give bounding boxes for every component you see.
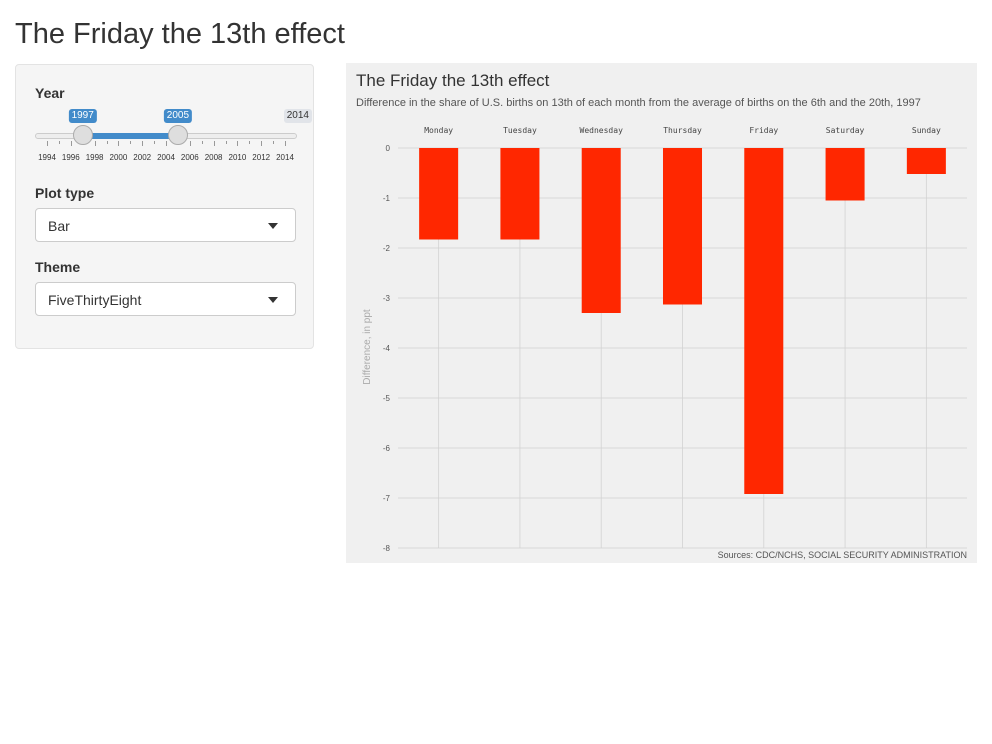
theme-value: FiveThirtyEight xyxy=(48,292,142,308)
chevron-down-icon xyxy=(268,223,278,229)
slider-tick xyxy=(142,141,144,146)
slider-tick xyxy=(130,141,132,144)
x-tick-label: Tuesday xyxy=(503,126,537,135)
plot-type-select[interactable]: Bar xyxy=(35,208,296,242)
chart-caption: Sources: CDC/NCHS, SOCIAL SECURITY ADMIN… xyxy=(718,550,967,560)
slider-tick-label: 1994 xyxy=(38,153,56,162)
slider-tick-label: 1998 xyxy=(85,153,104,162)
y-tick-label: -8 xyxy=(383,544,391,553)
bar-monday xyxy=(419,148,459,240)
bar-sunday xyxy=(906,148,946,174)
chart-title: The Friday the 13th effect xyxy=(356,71,550,90)
slider-tick xyxy=(213,141,215,146)
slider-handle-to[interactable] xyxy=(167,125,188,145)
x-tick-label: Thursday xyxy=(663,126,702,135)
slider-tick-label: 2008 xyxy=(204,153,223,162)
slider-tick-label: 2002 xyxy=(133,153,152,162)
slider-tick xyxy=(237,141,239,146)
bar-thursday xyxy=(662,148,703,305)
slider-tick xyxy=(47,141,48,146)
slider-to-label: 2005 xyxy=(163,109,193,123)
y-tick-label: -4 xyxy=(383,344,391,353)
chevron-down-icon xyxy=(268,297,278,303)
slider-tick xyxy=(166,141,167,146)
y-axis-label: Difference, in ppt xyxy=(362,309,373,385)
slider-tick-label: 2012 xyxy=(252,153,271,162)
slider-tick xyxy=(154,141,156,144)
theme-select[interactable]: FiveThirtyEight xyxy=(35,282,296,316)
year-label: Year xyxy=(35,85,65,101)
page-title: The Friday the 13th effect xyxy=(15,18,345,50)
chart-bars xyxy=(419,148,946,494)
slider-from-label: 1997 xyxy=(68,109,97,123)
y-tick-label: -6 xyxy=(383,444,391,453)
plot-type-value: Bar xyxy=(48,218,70,234)
slider-tick xyxy=(189,141,191,146)
bar-friday xyxy=(744,148,784,494)
slider-tick xyxy=(249,141,251,144)
bar-saturday xyxy=(825,148,865,201)
slider-tick xyxy=(58,141,60,144)
slider-tick-label: 1996 xyxy=(61,153,80,162)
bar-wednesday xyxy=(581,148,621,313)
plot-output: The Friday the 13th effect Difference in… xyxy=(346,63,977,563)
x-tick-label: Friday xyxy=(749,126,778,135)
y-tick-label: -1 xyxy=(383,194,391,203)
slider-tick xyxy=(261,141,263,146)
bar-tuesday xyxy=(500,148,540,240)
plot-type-label: Plot type xyxy=(35,185,95,201)
x-tick-label: Saturday xyxy=(826,126,865,135)
slider-handle-from[interactable] xyxy=(72,125,93,145)
theme-label: Theme xyxy=(35,259,81,275)
year-range-slider[interactable]: 2014 1997 2005 1994 1996 1998 2000 2002 2004 2… xyxy=(35,105,312,165)
slider-tick-label: 2000 xyxy=(109,153,128,162)
y-tick-label: 0 xyxy=(386,144,391,153)
slider-selected-range xyxy=(82,133,178,139)
y-tick-label: -5 xyxy=(383,394,391,403)
bar-chart: The Friday the 13th effect Difference in… xyxy=(356,71,967,560)
x-tick-label: Monday xyxy=(424,126,453,135)
slider-tick xyxy=(225,141,227,144)
y-tick-label: -7 xyxy=(383,494,391,503)
sidebar-panel: Year 2014 1997 2005 1994 1996 1998 2000 2002… xyxy=(15,64,314,349)
slider-tick xyxy=(201,141,203,144)
slider-tick-label: 2010 xyxy=(228,153,247,162)
slider-tick-label: 2014 xyxy=(276,153,294,162)
y-tick-label: -3 xyxy=(383,294,391,303)
slider-tick xyxy=(94,141,96,146)
slider-tick-label: 2006 xyxy=(180,153,199,162)
x-tick-label: Sunday xyxy=(912,126,941,135)
slider-tick xyxy=(273,141,275,144)
chart-subtitle: Difference in the share of U.S. births o… xyxy=(356,97,921,109)
slider-tick xyxy=(285,141,286,146)
slider-tick xyxy=(118,141,120,146)
x-tick-label: Wednesday xyxy=(580,126,624,135)
y-axis-ticks: 0 -1 -2 -3 -4 -5 -6 -7 -8 xyxy=(383,144,391,553)
slider-max-label: 2014 xyxy=(283,109,312,123)
slider-tick xyxy=(106,141,108,144)
slider-tick-label: 2004 xyxy=(157,153,175,162)
slider-tick xyxy=(70,141,72,146)
x-axis-ticks: Monday Tuesday Wednesday Thursday Friday Satu… xyxy=(424,126,941,135)
y-tick-label: -2 xyxy=(383,244,391,253)
